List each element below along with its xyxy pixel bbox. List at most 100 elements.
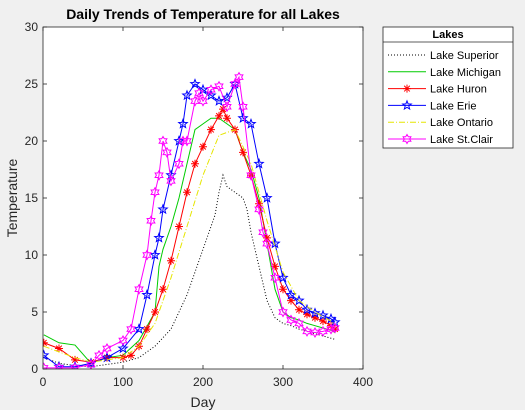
- legend-entry-lake-st-clair: Lake St.Clair: [388, 133, 493, 146]
- data-point-lake-st-clair: [198, 95, 208, 107]
- data-point-lake-st-clair: [126, 323, 136, 335]
- data-point-lake-erie: [177, 117, 189, 129]
- y-tick-label: 20: [25, 134, 39, 148]
- legend: Lakes Lake Superior Lake Michigan Lake Hur…: [382, 26, 514, 149]
- data-point-lake-huron: [143, 325, 151, 334]
- data-point-lake-st-clair: [94, 349, 104, 361]
- data-point-lake-huron: [167, 256, 175, 265]
- data-point-lake-st-clair: [194, 87, 204, 99]
- data-point-lake-st-clair: [142, 249, 152, 261]
- series-lake-superior: [43, 173, 336, 368]
- data-point-lake-erie: [317, 309, 329, 321]
- data-point-lake-erie: [245, 117, 257, 129]
- legend-entry-lake-huron: Lake Huron: [388, 84, 487, 96]
- data-point-lake-huron: [295, 305, 303, 314]
- legend-marker: [403, 84, 411, 93]
- data-point-lake-erie: [141, 288, 153, 300]
- data-point-lake-huron: [311, 313, 319, 322]
- series-lake-st-clair: [43, 71, 340, 369]
- data-point-lake-st-clair: [154, 169, 164, 181]
- data-point-lake-st-clair: [310, 327, 320, 339]
- data-point-lake-st-clair: [330, 322, 340, 334]
- data-point-lake-huron: [43, 338, 48, 347]
- data-point-lake-erie: [181, 89, 193, 101]
- data-point-lake-huron: [319, 317, 327, 326]
- data-point-lake-erie: [277, 271, 289, 283]
- y-tick-label: 25: [25, 77, 39, 91]
- data-point-lake-erie: [117, 342, 129, 354]
- legend-label: Lake Erie: [430, 100, 476, 112]
- data-point-lake-huron: [127, 351, 135, 360]
- data-point-lake-st-clair: [234, 71, 244, 83]
- data-point-lake-st-clair: [318, 325, 328, 337]
- y-axis-label: Temperature: [4, 158, 20, 237]
- legend-entry-lake-ontario: Lake Ontario: [388, 117, 493, 129]
- data-point-lake-st-clair: [294, 317, 304, 329]
- legend-items: Lake Superior Lake Michigan Lake Huron Lake…: [388, 50, 501, 146]
- legend-label: Lake St.Clair: [430, 134, 493, 146]
- x-axis-label: Day: [191, 394, 216, 410]
- data-point-lake-huron: [191, 159, 199, 168]
- data-point-lake-st-clair: [70, 362, 80, 369]
- series-line-lake-huron: [43, 107, 336, 363]
- data-point-lake-huron: [287, 296, 295, 305]
- data-point-lake-st-clair: [178, 135, 188, 147]
- data-point-lake-erie: [213, 95, 225, 106]
- data-point-lake-st-clair: [182, 135, 192, 147]
- legend-label: Lake Michigan: [430, 67, 501, 79]
- data-point-lake-huron: [183, 188, 191, 197]
- data-point-lake-erie: [157, 203, 169, 215]
- data-point-lake-huron: [271, 262, 279, 271]
- data-point-lake-erie: [189, 78, 201, 89]
- data-point-lake-st-clair: [278, 306, 288, 318]
- legend-title: Lakes: [432, 29, 463, 41]
- legend-box: [382, 26, 514, 149]
- data-point-lake-huron: [255, 199, 263, 208]
- y-tick-label: 15: [25, 191, 39, 205]
- data-point-lake-st-clair: [166, 175, 176, 187]
- data-point-lake-huron: [223, 114, 231, 123]
- legend-marker: [402, 133, 412, 145]
- x-tick-label: 100: [113, 375, 133, 389]
- data-point-lake-erie: [237, 112, 249, 123]
- data-point-lake-st-clair: [254, 203, 264, 215]
- data-point-lake-st-clair: [162, 146, 172, 158]
- data-point-lake-st-clair: [174, 158, 184, 170]
- data-point-lake-erie: [153, 231, 165, 243]
- x-tick-label: 400: [353, 375, 373, 389]
- y-tick-label: 5: [31, 305, 38, 319]
- data-point-lake-st-clair: [146, 215, 156, 227]
- y-tick-label: 30: [25, 20, 39, 34]
- data-point-lake-st-clair: [214, 80, 224, 92]
- data-point-lake-st-clair: [102, 342, 112, 354]
- data-point-lake-st-clair: [150, 186, 160, 198]
- data-point-lake-huron: [159, 285, 167, 294]
- data-point-lake-st-clair: [270, 272, 280, 284]
- legend-entry-lake-erie: Lake Erie: [388, 99, 476, 112]
- x-tick-label: 300: [273, 375, 293, 389]
- data-point-lake-st-clair: [158, 135, 168, 147]
- data-point-lake-erie: [293, 294, 305, 306]
- data-point-lake-st-clair: [134, 283, 144, 295]
- data-point-lake-st-clair: [286, 314, 296, 326]
- data-point-lake-st-clair: [238, 101, 248, 113]
- data-point-lake-huron: [71, 355, 79, 364]
- series-line-lake-michigan: [43, 117, 336, 364]
- data-point-lake-st-clair: [118, 335, 128, 346]
- data-point-lake-erie: [253, 157, 265, 169]
- series-line-lake-superior: [43, 173, 336, 368]
- plot-area: [43, 71, 341, 369]
- data-point-lake-st-clair: [262, 238, 272, 250]
- data-point-lake-huron: [303, 310, 311, 319]
- data-point-lake-huron: [263, 233, 271, 242]
- data-point-lake-st-clair: [246, 169, 256, 181]
- series-line-lake-erie: [43, 82, 336, 368]
- data-point-lake-huron: [151, 308, 159, 316]
- legend-marker: [401, 99, 413, 111]
- data-point-lake-huron: [199, 142, 207, 151]
- x-tick-label: 200: [193, 375, 213, 389]
- data-point-lake-st-clair: [302, 325, 312, 337]
- data-point-lake-st-clair: [206, 84, 216, 96]
- data-point-lake-huron: [239, 148, 247, 157]
